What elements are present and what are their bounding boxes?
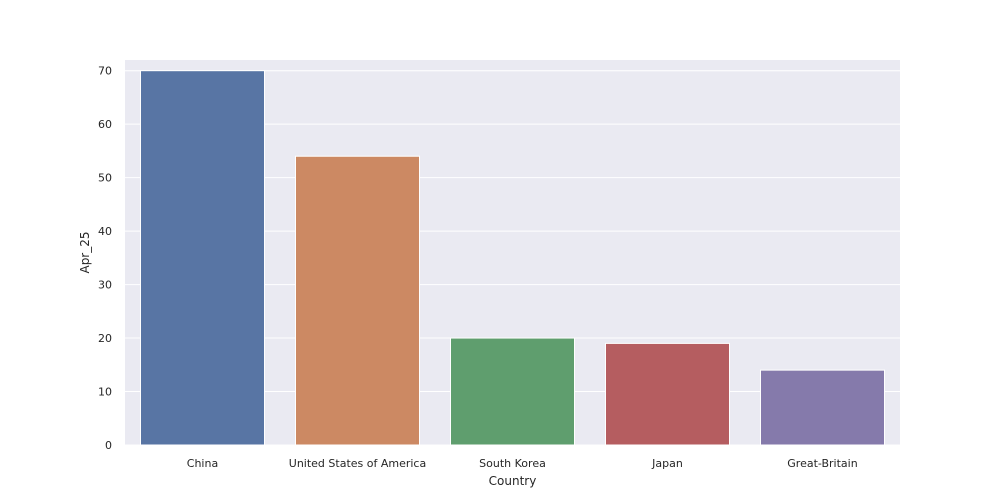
y-tick-label: 60: [98, 118, 112, 131]
y-axis-label: Apr_25: [78, 231, 92, 273]
x-tick-label: South Korea: [479, 457, 546, 470]
x-tick-label: Great-Britain: [787, 457, 857, 470]
x-tick-labels: China United States of America South Korea…: [187, 457, 858, 470]
bar-japan: [605, 342, 730, 446]
bars: [140, 70, 885, 446]
y-tick-label: 70: [98, 65, 112, 78]
bar-united-states-of-america: [295, 155, 420, 446]
y-tick-label: 30: [98, 279, 112, 292]
x-tick-label: Japan: [651, 457, 683, 470]
y-tick-label: 10: [98, 386, 112, 399]
y-tick-label: 40: [98, 225, 112, 238]
y-tick-label: 0: [105, 439, 112, 452]
y-tick-labels: 0 10 20 30 40 50 60 70: [98, 65, 112, 452]
bar-china: [140, 70, 265, 446]
bar-south-korea: [450, 337, 575, 446]
bar-great-britain: [760, 369, 885, 446]
x-tick-label: China: [187, 457, 218, 470]
y-tick-label: 20: [98, 332, 112, 345]
x-tick-label: United States of America: [289, 457, 426, 470]
y-tick-label: 50: [98, 172, 112, 185]
x-axis-label: Country: [489, 474, 537, 488]
